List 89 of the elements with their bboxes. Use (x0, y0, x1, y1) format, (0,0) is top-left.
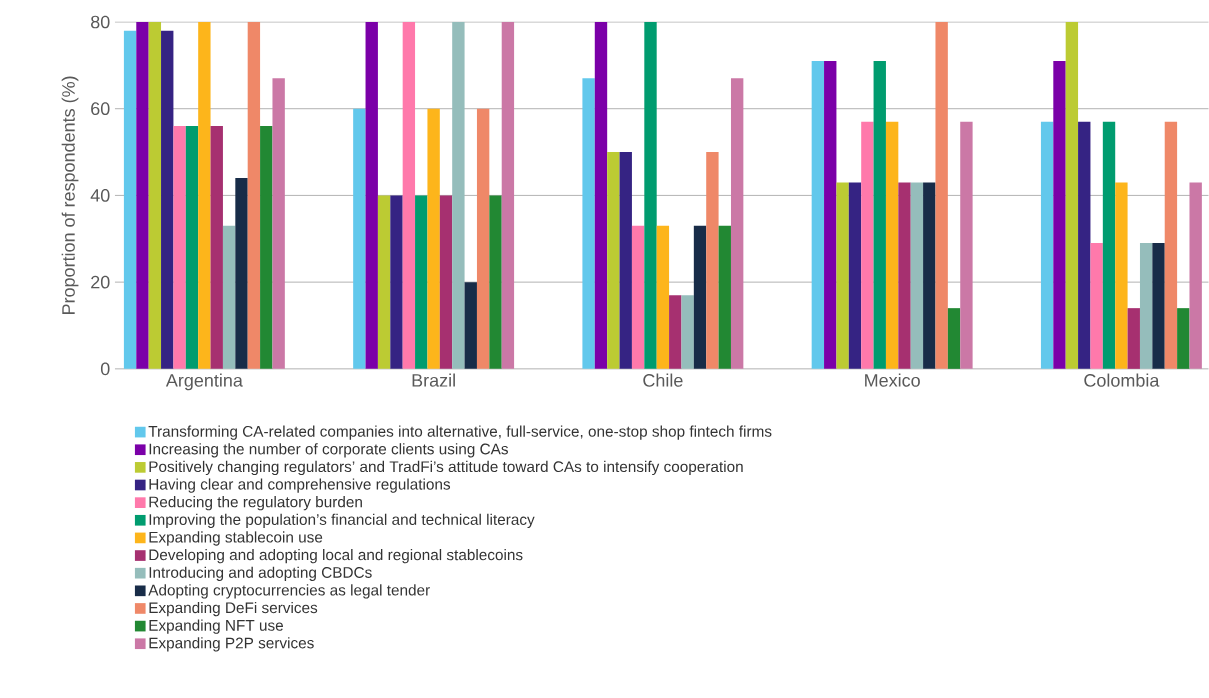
legend-label: Expanding NFT use (149, 619, 283, 634)
bar (185, 126, 199, 369)
legend-label: Expanding DeFi services (149, 602, 318, 617)
bar (489, 195, 502, 369)
bar (235, 178, 248, 369)
bar (960, 121, 973, 369)
bar (260, 126, 273, 369)
bar (693, 225, 707, 369)
bar (923, 182, 936, 369)
bar (910, 182, 924, 369)
bar (873, 61, 886, 369)
bar (173, 126, 186, 369)
bar (669, 295, 682, 369)
x-tick-label: Argentina (165, 373, 243, 391)
bar (1053, 61, 1066, 369)
legend-label: Expanding P2P services (149, 637, 314, 652)
bar (1090, 243, 1103, 369)
bar (644, 22, 657, 369)
bar (501, 22, 515, 369)
bar (861, 121, 874, 369)
bar (718, 225, 731, 369)
bar (1127, 308, 1140, 369)
y-tick-label: 0 (100, 362, 110, 376)
bar (123, 30, 137, 369)
bar (885, 121, 899, 369)
bar (1102, 121, 1116, 369)
bar (1164, 121, 1178, 369)
bar (148, 22, 162, 369)
bar (935, 22, 948, 369)
bar (947, 308, 961, 369)
legend-label: Introducing and adopting CBDCs (149, 566, 372, 582)
bar (365, 22, 378, 369)
bar (161, 30, 174, 369)
legend-label: Expanding stablecoin use (149, 531, 323, 546)
y-tick-label: 60 (91, 102, 110, 116)
x-tick-label: Brazil (412, 373, 455, 387)
bar (824, 61, 837, 369)
legend-label: Reducing the regulatory burden (149, 496, 362, 511)
legend-label: Developing and adopting local and regional stablecoins (149, 549, 523, 564)
bar (848, 182, 862, 369)
bar (402, 22, 416, 369)
bar (730, 78, 744, 369)
bar (1139, 243, 1153, 369)
bar (247, 22, 261, 369)
bar (1115, 182, 1128, 369)
bar (1189, 182, 1202, 369)
legend-label: Improving the population’s financial and technical literacy (149, 513, 535, 529)
bar (222, 225, 236, 369)
bar (136, 22, 149, 369)
legend-label: Transforming CA-related companies into alternative, full-service, one-stop shop fintech firms (148, 425, 772, 440)
legend-label: Increasing the number of corporate clients using CAs (149, 443, 508, 458)
bar (390, 195, 403, 369)
bar (898, 182, 911, 369)
bar (1078, 121, 1091, 369)
y-tick-label: 40 (90, 189, 110, 202)
bar (1040, 121, 1054, 369)
bar (476, 108, 490, 369)
bar (427, 108, 440, 369)
bar (1177, 308, 1190, 369)
bar (681, 295, 694, 369)
bar (607, 152, 620, 369)
bar (836, 182, 849, 369)
legend-label: Positively changing regulators’ and TradFi’s attitude toward CAs to intensify cooperation (149, 460, 743, 476)
x-tick-label: Chile (643, 373, 683, 387)
bar (377, 195, 391, 369)
bar (594, 22, 608, 369)
x-tick-label: Mexico (865, 373, 920, 387)
bar (1065, 22, 1079, 369)
y-tick-label: 20 (91, 275, 110, 289)
bar (656, 225, 670, 369)
bar (582, 78, 595, 369)
legend-label: Having clear and comprehensive regulations (149, 478, 451, 493)
bar (198, 22, 211, 369)
bar (452, 22, 465, 369)
bar (631, 225, 645, 369)
bar (272, 78, 285, 369)
y-axis-title: Proportion of respondents (%) (61, 76, 79, 315)
x-tick-label: Colombia (1084, 373, 1160, 387)
bar (811, 61, 825, 369)
bar (353, 108, 366, 369)
bar (1152, 243, 1165, 369)
y-tick-label: 80 (91, 15, 110, 29)
legend-label: Adopting cryptocurrencies as legal tender (148, 584, 430, 599)
bar (415, 195, 428, 369)
bar (619, 152, 632, 369)
bar (706, 152, 719, 369)
bar (464, 282, 477, 369)
bar (210, 126, 223, 369)
bar (439, 195, 453, 369)
